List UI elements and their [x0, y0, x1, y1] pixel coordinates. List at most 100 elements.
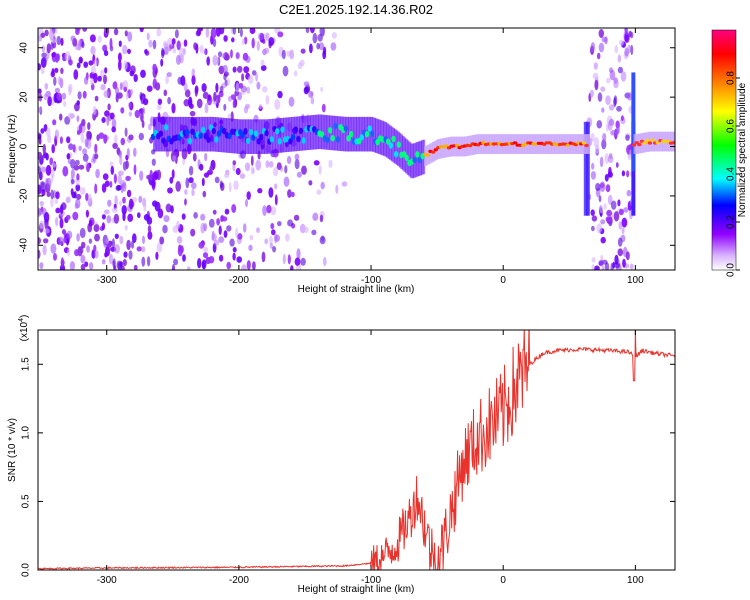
spectrogram-noise-blob: [38, 171, 43, 181]
spectrogram-noise-blob: [252, 261, 256, 270]
spectrogram-noise-blob: [176, 54, 181, 65]
spectrogram-noise-blob: [58, 236, 64, 246]
spectrogram-noise-blob: [232, 247, 237, 253]
spectrogram-noise-blob: [176, 236, 183, 244]
spectrogram-noise-blob: [256, 227, 260, 234]
spectrogram-noise-blob: [185, 177, 190, 189]
spectrogram-noise-blob: [201, 177, 205, 187]
spectrogram-noise-blob: [321, 103, 326, 113]
spectrogram-noise-blob: [84, 261, 89, 268]
spectrogram-noise-blob: [197, 258, 202, 269]
spectrogram-ridge-point: [391, 135, 396, 143]
spectrogram-noise-blob: [53, 253, 57, 261]
spectrogram-noise-blob: [304, 86, 310, 93]
snr-panel: -300 -200 -100 0 100 0.0 0.5 1.0 1.5 Height of …: [7, 315, 676, 595]
spectrogram-noise-blob: [120, 107, 125, 114]
spectrogram-noise-blob: [601, 107, 605, 113]
spectrogram-noise-blob: [76, 115, 80, 122]
spectrogram-noise-blob: [249, 28, 256, 35]
spectrogram-ridge-point: [222, 127, 227, 135]
spectrogram-noise-blob: [156, 104, 162, 110]
spectrogram-ridge-halo: [344, 116, 348, 152]
x-tick-label: -100: [361, 275, 381, 286]
spectrogram-noise-blob: [87, 122, 91, 131]
spectrogram-noise-blob: [120, 183, 124, 194]
spectrogram-noise-blob: [85, 193, 89, 201]
spectrogram-noise-blob: [119, 200, 123, 207]
spectrogram-noise-blob: [75, 198, 81, 209]
spectrogram-noise-blob: [38, 132, 42, 140]
spectrogram-noise-blob: [260, 59, 265, 67]
spectrogram-noise-blob: [114, 134, 118, 144]
spectrogram-ridge-point: [161, 137, 166, 144]
spectrogram-noise-blob: [104, 110, 110, 117]
spectrogram-noise-blob: [172, 155, 177, 162]
spectrogram-noise-blob: [62, 100, 67, 107]
spectrogram-noise-blob: [97, 35, 102, 43]
spectrogram-ridge-halo: [170, 116, 174, 152]
spectrogram-noise-blob: [608, 104, 615, 111]
spectrogram-noise-blob: [165, 203, 172, 213]
spectrogram-ridge-halo: [408, 141, 411, 177]
spectrogram-noise-blob: [40, 128, 45, 134]
spectrogram-noise-blob: [163, 40, 168, 48]
spectrogram-noise-blob: [233, 180, 239, 191]
spectrogram-ridge-halo: [395, 130, 399, 165]
spectrogram-noise-blob: [114, 195, 118, 207]
spectrogram-noise-blob: [331, 32, 337, 39]
spectrogram-noise-blob: [242, 52, 249, 61]
spectrogram-noise-blob: [203, 48, 207, 55]
spectrogram-noise-blob: [617, 237, 623, 247]
spectrogram-noise-blob: [599, 204, 604, 214]
spectrogram-noise-blob: [46, 127, 51, 138]
spectrogram-noise-blob: [79, 227, 86, 239]
spectrogram-ridge-halo: [305, 115, 308, 151]
spectrogram-noise-blob: [125, 160, 129, 170]
spectrogram-noise-blob: [221, 53, 225, 59]
spectrogram-noise-blob: [269, 242, 274, 249]
spectrogram-noise-blob: [284, 165, 288, 174]
spectrogram-noise-blob: [151, 178, 156, 189]
snr-x-ticks: -300 -200 -100 0 100: [97, 330, 644, 586]
spectrogram-noise-blob: [591, 162, 595, 170]
spectrogram-noise-blob: [64, 51, 71, 61]
spectrogram-ridge-halo: [278, 118, 281, 153]
spectrogram-noise-blob: [51, 168, 55, 179]
spectrogram-noise-blob: [213, 56, 219, 65]
spectrogram-noise-blob: [303, 81, 310, 87]
spectrogram-ridge-point: [584, 143, 589, 148]
spectrogram-noise-blob: [84, 137, 89, 148]
spectrogram-noise-blob: [39, 262, 44, 270]
spectrogram-noise-blob: [148, 39, 153, 48]
spectrogram-noise-blob: [232, 28, 236, 35]
spectrogram-noise-blob: [115, 185, 121, 192]
spectrogram-noise-blob: [59, 264, 66, 270]
spectrogram-ridge-point: [359, 134, 364, 141]
spectrogram-noise-blob: [40, 206, 44, 212]
spectrogram-noise-blob: [287, 254, 291, 265]
spectrogram-noise-blob: [93, 59, 98, 67]
spectrogram-ridge-halo: [335, 116, 338, 151]
spectrogram-ridge-point: [396, 141, 401, 148]
spectrogram-ridge-point: [393, 151, 399, 158]
spectrogram-noise-blob: [45, 164, 52, 176]
spectrogram-noise-blob: [614, 262, 620, 269]
spectrogram-noise-blob: [82, 148, 87, 156]
spectrogram-ridge-point: [370, 130, 375, 137]
spectrogram-noise-blob: [181, 213, 186, 220]
spectrogram-noise-blob: [265, 160, 270, 169]
spectrogram-noise-blob: [127, 31, 133, 42]
spectrogram-noise-blob: [261, 86, 268, 93]
spectrogram-noise-blob: [101, 214, 106, 220]
spectrogram-noise-blob: [216, 218, 221, 226]
spectrogram-noise-blob: [146, 85, 153, 92]
spectrogram-noise-blob: [608, 166, 612, 177]
spectrogram-noise-blob: [274, 99, 281, 110]
spectrogram-noise-blob: [189, 110, 196, 117]
spectrogram-noise-blob: [120, 137, 126, 146]
spectrogram-noise-blob: [93, 224, 100, 233]
spectrogram-noise-blob: [94, 250, 99, 259]
spectrogram-noise-blob: [111, 207, 118, 213]
spectrogram-ridge-point: [288, 138, 293, 145]
